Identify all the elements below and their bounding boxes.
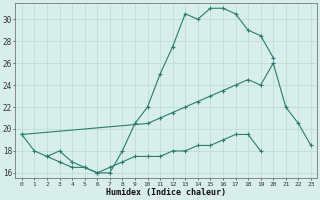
X-axis label: Humidex (Indice chaleur): Humidex (Indice chaleur) [106,188,226,197]
